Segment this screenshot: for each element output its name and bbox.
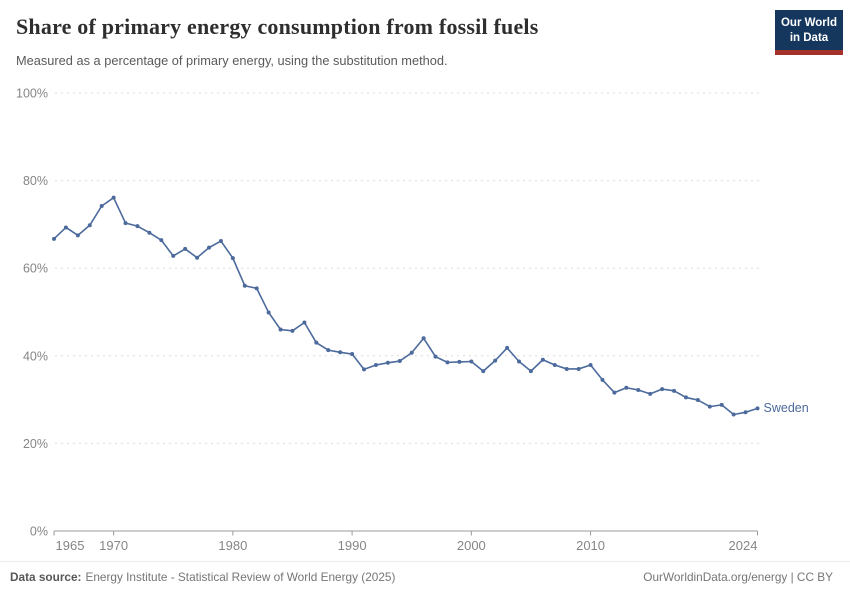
series-entity-label: Sweden xyxy=(763,400,809,415)
x-tick-label: 2000 xyxy=(457,538,486,553)
x-tick-label: 1990 xyxy=(338,538,367,553)
y-tick-label: 40% xyxy=(23,349,48,363)
data-point-marker xyxy=(612,390,617,395)
data-point-marker xyxy=(326,348,331,353)
y-tick-label: 20% xyxy=(23,437,48,451)
data-point-marker xyxy=(111,195,116,200)
data-point-marker xyxy=(672,388,677,393)
data-point-marker xyxy=(576,366,581,371)
x-tick-label: 2024 xyxy=(729,538,758,553)
data-point-marker xyxy=(75,233,80,238)
data-point-marker xyxy=(385,360,390,365)
chart-footer: Data source: Energy Institute - Statistic… xyxy=(0,561,850,584)
data-point-marker xyxy=(445,360,450,365)
data-point-marker xyxy=(457,359,462,364)
data-point-marker xyxy=(87,223,92,228)
page-subtitle: Measured as a percentage of primary ener… xyxy=(16,53,448,68)
data-point-marker xyxy=(195,255,200,260)
owid-logo[interactable]: Our World in Data xyxy=(775,10,843,56)
page-title: Share of primary energy consumption from… xyxy=(16,14,539,39)
data-point-marker xyxy=(600,377,605,382)
x-tick-label: 1965 xyxy=(56,538,85,553)
data-point-marker xyxy=(135,224,140,229)
owid-logo-line1: Our World xyxy=(780,17,837,29)
data-point-marker xyxy=(147,230,152,235)
x-tick-label: 1970 xyxy=(99,538,128,553)
data-point-marker xyxy=(409,350,414,355)
x-tick-label: 1980 xyxy=(218,538,247,553)
data-point-marker xyxy=(242,283,247,288)
data-point-marker xyxy=(290,328,295,333)
y-tick-label: 80% xyxy=(23,174,48,188)
y-tick-label: 0% xyxy=(30,525,48,539)
data-point-marker xyxy=(433,354,438,359)
data-point-marker xyxy=(254,286,259,291)
data-point-marker xyxy=(648,391,653,396)
data-point-marker xyxy=(373,362,378,367)
data-point-marker xyxy=(183,246,188,251)
data-point-marker xyxy=(159,238,164,243)
data-point-marker xyxy=(421,336,426,341)
data-point-marker xyxy=(469,359,474,364)
data-point-marker xyxy=(63,225,68,230)
data-point-marker xyxy=(481,369,486,374)
data-source-label: Data source: xyxy=(10,570,82,584)
data-point-marker xyxy=(278,327,283,332)
data-point-marker xyxy=(171,253,176,258)
data-point-marker xyxy=(505,345,510,350)
data-point-marker xyxy=(743,410,748,415)
data-source-line: Data source: Energy Institute - Statistic… xyxy=(10,570,395,584)
data-point-marker xyxy=(683,395,688,400)
owid-logo-line2: in Data xyxy=(789,31,829,44)
y-tick-label: 60% xyxy=(23,262,48,276)
data-point-marker xyxy=(207,245,212,250)
data-point-marker xyxy=(552,362,557,367)
data-point-marker xyxy=(719,402,724,407)
data-point-marker xyxy=(660,387,665,392)
data-point-marker xyxy=(755,406,760,411)
data-point-marker xyxy=(350,352,355,357)
data-point-marker xyxy=(528,369,533,374)
data-point-marker xyxy=(230,256,235,261)
data-point-marker xyxy=(731,412,736,417)
data-source-value: Energy Institute - Statistical Review of… xyxy=(85,570,396,584)
data-point-marker xyxy=(123,221,128,226)
data-point-marker xyxy=(218,239,223,244)
data-point-marker xyxy=(302,320,307,325)
y-tick-label: 100% xyxy=(16,87,48,101)
data-point-marker xyxy=(266,310,271,315)
data-point-marker xyxy=(636,387,641,392)
data-point-marker xyxy=(52,236,56,241)
data-point-marker xyxy=(99,204,104,209)
data-point-marker xyxy=(397,359,402,364)
data-point-marker xyxy=(624,385,629,390)
series-line-sweden xyxy=(53,196,759,416)
data-point-marker xyxy=(695,398,700,403)
data-point-marker xyxy=(540,357,545,362)
data-point-marker xyxy=(314,340,319,345)
data-point-marker xyxy=(493,358,498,363)
data-point-marker xyxy=(588,362,593,367)
owid-credit-link[interactable]: OurWorldinData.org/energy | CC BY xyxy=(643,570,833,584)
data-point-marker xyxy=(564,366,569,371)
data-point-marker xyxy=(338,350,343,355)
data-point-marker xyxy=(707,404,712,409)
x-tick-label: 2010 xyxy=(576,538,605,553)
data-point-marker xyxy=(517,359,522,364)
data-point-marker xyxy=(362,367,367,372)
